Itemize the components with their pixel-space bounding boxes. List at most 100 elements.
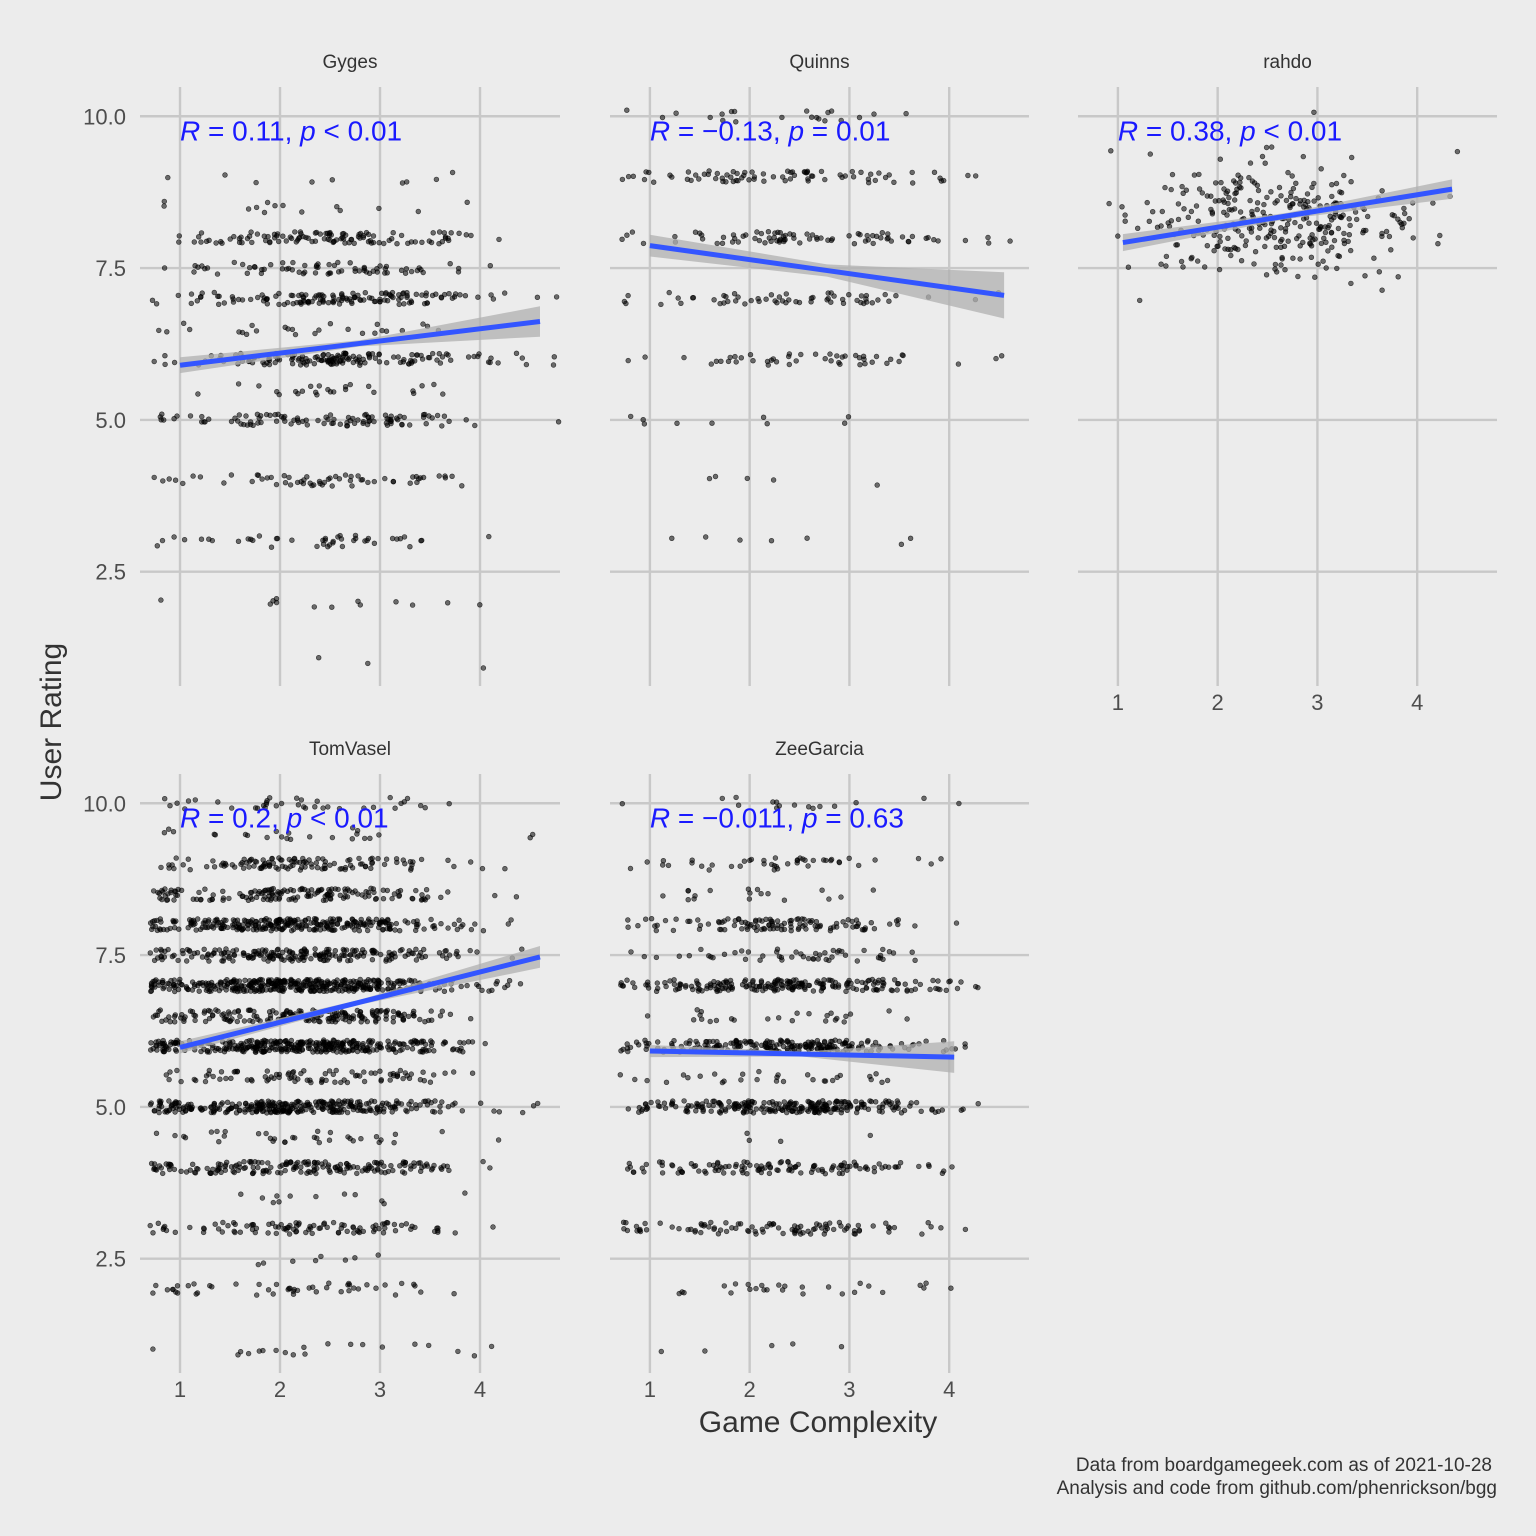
scatter-point xyxy=(423,421,429,427)
scatter-point xyxy=(1263,272,1270,278)
scatter-point xyxy=(392,1227,399,1234)
scatter-point xyxy=(173,1104,179,1111)
scatter-point xyxy=(148,1040,154,1046)
scatter-point xyxy=(164,1045,170,1051)
scatter-point xyxy=(765,1016,771,1022)
scatter-point xyxy=(157,895,163,901)
scatter-point xyxy=(705,921,712,927)
scatter-point xyxy=(246,1038,253,1044)
scatter-point xyxy=(199,419,205,425)
scatter-point xyxy=(248,296,254,303)
scatter-point xyxy=(287,984,293,990)
scatter-point xyxy=(1229,207,1235,213)
scatter-point xyxy=(354,1072,360,1079)
scatter-point xyxy=(206,237,212,244)
scatter-point xyxy=(270,885,276,892)
scatter-point xyxy=(316,1225,322,1232)
scatter-point xyxy=(185,1282,192,1289)
scatter-point xyxy=(311,604,317,610)
scatter-point xyxy=(431,1072,437,1078)
scatter-point xyxy=(706,867,712,873)
scatter-point xyxy=(210,858,216,864)
scatter-point xyxy=(698,1229,704,1236)
scatter-point xyxy=(264,199,271,206)
scatter-point xyxy=(223,1109,229,1116)
scatter-point xyxy=(839,1170,846,1177)
scatter-point xyxy=(870,240,876,247)
scatter-point xyxy=(446,800,452,807)
scatter-point xyxy=(1348,179,1354,185)
scatter-point xyxy=(363,923,369,929)
scatter-point xyxy=(301,360,307,366)
scatter-point xyxy=(399,946,405,953)
scatter-point xyxy=(1397,219,1403,226)
scatter-point xyxy=(360,1040,366,1047)
scatter-point xyxy=(923,1038,929,1044)
scatter-point xyxy=(174,800,180,806)
scatter-point xyxy=(414,923,420,930)
scatter-point xyxy=(422,301,428,307)
scatter-point xyxy=(177,976,183,983)
scatter-point xyxy=(496,1109,502,1115)
scatter-point xyxy=(402,860,408,867)
scatter-point xyxy=(985,240,992,246)
scatter-point xyxy=(909,180,916,186)
scatter-point xyxy=(256,1348,262,1354)
scatter-point xyxy=(271,1103,278,1109)
scatter-point xyxy=(756,237,763,244)
scatter-point xyxy=(358,477,364,483)
scatter-point xyxy=(912,986,918,992)
scatter-point xyxy=(233,1281,239,1287)
scatter-point xyxy=(490,296,497,302)
scatter-point xyxy=(1217,156,1224,162)
scatter-point xyxy=(408,867,414,873)
scatter-point xyxy=(436,229,443,235)
scatter-point xyxy=(828,108,835,114)
scatter-point xyxy=(298,988,305,994)
scatter-point xyxy=(745,949,752,955)
scatter-point xyxy=(198,1048,204,1055)
scatter-point xyxy=(204,954,210,961)
scatter-point xyxy=(255,1261,261,1268)
scatter-point xyxy=(273,1230,279,1237)
scatter-point xyxy=(214,916,220,922)
scatter-point xyxy=(352,265,358,272)
scatter-point xyxy=(1195,218,1202,224)
scatter-point xyxy=(438,295,445,301)
scatter-point xyxy=(153,1039,159,1045)
correlation-annotation: R = 0.2, p < 0.01 xyxy=(180,803,389,834)
scatter-point xyxy=(641,953,647,960)
scatter-point xyxy=(899,234,906,240)
scatter-point xyxy=(338,536,345,542)
scatter-point xyxy=(241,1018,248,1024)
scatter-point xyxy=(1311,198,1317,204)
scatter-point xyxy=(439,354,446,360)
scatter-point xyxy=(377,1161,383,1167)
scatter-point xyxy=(162,795,168,802)
scatter-point xyxy=(405,920,411,926)
scatter-point xyxy=(408,357,414,364)
scatter-point xyxy=(427,1079,434,1085)
scatter-point xyxy=(1217,238,1223,245)
scatter-point xyxy=(218,1101,224,1108)
scatter-point xyxy=(303,1229,309,1236)
scatter-point xyxy=(433,176,440,183)
scatter-point xyxy=(158,948,165,954)
scatter-point xyxy=(905,238,911,245)
scatter-point xyxy=(365,660,371,667)
scatter-point xyxy=(183,1108,189,1114)
scatter-point xyxy=(248,983,254,989)
scatter-point xyxy=(809,173,816,179)
scatter-point xyxy=(793,358,799,364)
scatter-point xyxy=(1435,241,1441,247)
scatter-point xyxy=(288,235,295,242)
scatter-point xyxy=(465,354,472,360)
scatter-point xyxy=(758,230,765,237)
scatter-point xyxy=(334,921,341,927)
scatter-point xyxy=(409,862,415,868)
scatter-point xyxy=(286,474,292,481)
scatter-point xyxy=(258,917,264,924)
scatter-point xyxy=(721,292,727,299)
scatter-point xyxy=(928,1224,934,1230)
scatter-point xyxy=(343,295,349,301)
